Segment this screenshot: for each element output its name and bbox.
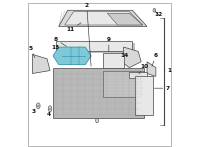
Polygon shape: [124, 47, 141, 68]
Text: 9: 9: [107, 37, 111, 52]
FancyBboxPatch shape: [129, 72, 147, 78]
Ellipse shape: [153, 8, 156, 12]
Polygon shape: [53, 47, 91, 65]
Ellipse shape: [48, 106, 52, 112]
Polygon shape: [147, 62, 156, 76]
Text: 10: 10: [139, 64, 148, 74]
FancyBboxPatch shape: [103, 53, 124, 68]
Text: 6: 6: [152, 53, 158, 66]
Polygon shape: [59, 10, 147, 26]
FancyBboxPatch shape: [53, 68, 144, 118]
Text: 5: 5: [29, 46, 35, 57]
Polygon shape: [107, 13, 143, 25]
Polygon shape: [32, 54, 50, 74]
Text: 7: 7: [154, 86, 170, 91]
Text: 4: 4: [46, 109, 51, 117]
Polygon shape: [60, 43, 135, 53]
Text: 12: 12: [155, 11, 163, 17]
Polygon shape: [56, 41, 132, 51]
FancyBboxPatch shape: [28, 3, 171, 146]
Polygon shape: [65, 12, 143, 25]
FancyBboxPatch shape: [103, 71, 144, 97]
FancyBboxPatch shape: [135, 76, 153, 115]
Text: 3: 3: [32, 106, 38, 114]
Text: 13: 13: [52, 45, 60, 50]
Text: 14: 14: [121, 53, 129, 58]
Text: 8: 8: [54, 37, 66, 46]
Ellipse shape: [96, 118, 99, 123]
Text: 11: 11: [66, 23, 81, 32]
Text: 1: 1: [165, 68, 172, 73]
Ellipse shape: [36, 103, 40, 109]
Text: 2: 2: [85, 3, 91, 66]
